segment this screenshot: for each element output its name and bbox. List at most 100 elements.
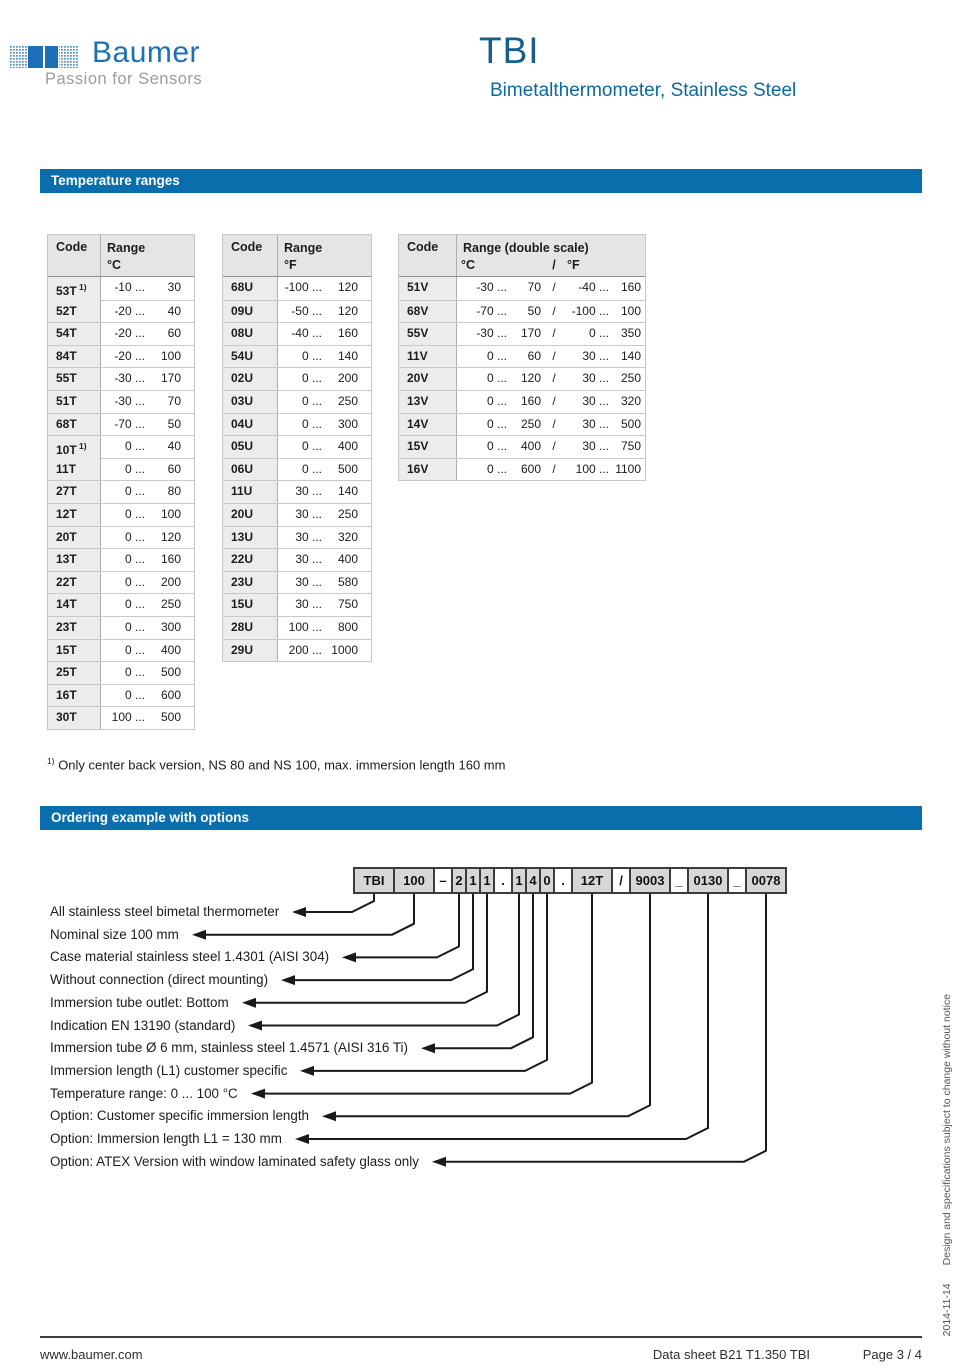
code-cell: 20T [48, 526, 101, 549]
range-from: 0 ... [301, 393, 322, 408]
table-row: 13V 0 ... 160/30 ... 320 [399, 389, 645, 413]
revision-side-note: 2014-11-14Design and specifications subj… [941, 993, 953, 1336]
range-to: 580 [337, 574, 358, 589]
range-from: 0 ... [124, 597, 145, 612]
range-to: 120 [337, 303, 358, 318]
column-header-range: Range °C [107, 241, 146, 272]
range-from: -20 ... [114, 348, 145, 363]
range-from: 0 ... [301, 348, 322, 363]
code-cell: 30T [48, 707, 101, 729]
range-from: 0 ... [124, 484, 145, 499]
table-header: Code Range °F [223, 235, 371, 277]
code-cell: 28U [223, 616, 278, 639]
table-row: 04U 0 ... 300 [223, 412, 371, 436]
code-cell: 53T 1) [48, 277, 101, 303]
range-from: 30 ... [295, 597, 322, 612]
table-row: 05U 0 ... 400 [223, 435, 371, 458]
code-cell: 23T [48, 616, 101, 639]
column-header-code: Code [48, 235, 101, 276]
ordering-option-label: Case material stainless steel 1.4301 (AI… [50, 949, 330, 965]
range-to: 400 [160, 642, 181, 657]
ordering-option-label: Temperature range: 0 ... 100 °C [50, 1085, 238, 1101]
range-from: -30 ... [114, 371, 145, 386]
order-box-_: _ [669, 867, 689, 894]
table-row: 54U 0 ... 140 [223, 344, 371, 368]
table-row: 14V 0 ... 250/30 ... 500 [399, 412, 645, 436]
order-box-0078: 0078 [745, 867, 787, 894]
code-cell: 68U [223, 277, 278, 300]
order-box-12T: 12T [571, 867, 613, 894]
code-cell: 14T [48, 594, 101, 616]
range-from: 200 ... [288, 642, 322, 657]
range-from: -10 ... [114, 280, 145, 294]
range-from: -20 ... [114, 326, 145, 341]
code-cell: 20U [223, 503, 278, 526]
table-row: 23T 0 ... 300 [48, 615, 194, 639]
code-cell: 54T [48, 323, 101, 345]
table-row: 15T 0 ... 400 [48, 638, 194, 662]
code-cell: 04U [223, 413, 278, 436]
range-from: -70 ... [114, 416, 145, 431]
code-cell: 54U [223, 345, 278, 368]
range-to: 300 [160, 619, 181, 634]
range-to: 500 [337, 461, 358, 476]
range-to: 40 [167, 439, 181, 454]
table-row: 11V 0 ... 60/30 ... 140 [399, 344, 645, 368]
range-from: 0 ... [301, 416, 322, 431]
code-cell: 11T [48, 458, 101, 481]
table-row: 55T -30 ... 170 [48, 367, 194, 390]
table-header: Code Range (double scale) °C / °F [399, 235, 645, 277]
code-cell: 52T [48, 300, 101, 323]
code-cell: 25T [48, 662, 101, 684]
range-to: 60 [167, 461, 181, 476]
column-header-range: Range °F [284, 241, 323, 272]
range-to: 50 [167, 416, 181, 431]
code-cell: 11U [223, 481, 278, 503]
ordering-option-label: Immersion tube outlet: Bottom [50, 994, 229, 1010]
order-box-4: 4 [525, 867, 541, 894]
table-row: 68V -70 ... 50/-100 ... 100 [399, 299, 645, 323]
range-from: 0 ... [301, 371, 322, 386]
table-row: 30T 100 ... 500 [48, 706, 194, 729]
code-cell: 22U [223, 549, 278, 571]
range-from: -30 ... [114, 393, 145, 408]
range-from: 0 ... [124, 552, 145, 567]
range-to: 140 [337, 484, 358, 499]
code-cell: 13T [48, 549, 101, 571]
footer-website: www.baumer.com [40, 1347, 143, 1362]
temperature-table-celsius: Code Range °C 53T 1) -10 ... 30 52T -20 ... 4… [47, 234, 195, 730]
range-from: 0 ... [124, 461, 145, 476]
code-cell: 51V [399, 277, 457, 300]
order-box-TBI: TBI [353, 867, 395, 894]
table-row: 29U 200 ... 1000 [223, 638, 371, 662]
table-row: 22U 30 ... 400 [223, 548, 371, 571]
section-banner-ordering-example: Ordering example with options [40, 806, 922, 830]
table-row: 53T 1) -10 ... 30 [48, 277, 194, 303]
footer-page-number: Page 3 / 4 [862, 1347, 922, 1362]
order-box-100: 100 [393, 867, 435, 894]
range-from: -40 ... [291, 326, 322, 341]
code-cell: 15T [48, 639, 101, 662]
section-banner-temperature-ranges: Temperature ranges [40, 169, 922, 193]
column-header-code: Code [223, 235, 278, 276]
code-cell: 14V [399, 413, 457, 436]
logo-wordmark: Baumer [92, 36, 201, 69]
code-cell: 12T [48, 503, 101, 526]
table-row: 27T 0 ... 80 [48, 480, 194, 503]
table-row: 52T -20 ... 40 [48, 299, 194, 323]
code-cell: 06U [223, 458, 278, 481]
table-row: 55V -30 ... 170/0 ... 350 [399, 322, 645, 345]
table-row: 06U 0 ... 500 [223, 457, 371, 481]
order-box-/: / [611, 867, 631, 894]
order-box-0130: 0130 [687, 867, 729, 894]
range-from: 0 ... [124, 529, 145, 544]
code-cell: 84T [48, 345, 101, 368]
table-row: 68T -70 ... 50 [48, 412, 194, 436]
range-from: 0 ... [124, 619, 145, 634]
code-cell: 23U [223, 571, 278, 594]
order-box-.: . [493, 867, 513, 894]
range-from: 0 ... [124, 642, 145, 657]
range-to: 30 [167, 280, 181, 294]
range-from: -100 ... [284, 280, 322, 294]
